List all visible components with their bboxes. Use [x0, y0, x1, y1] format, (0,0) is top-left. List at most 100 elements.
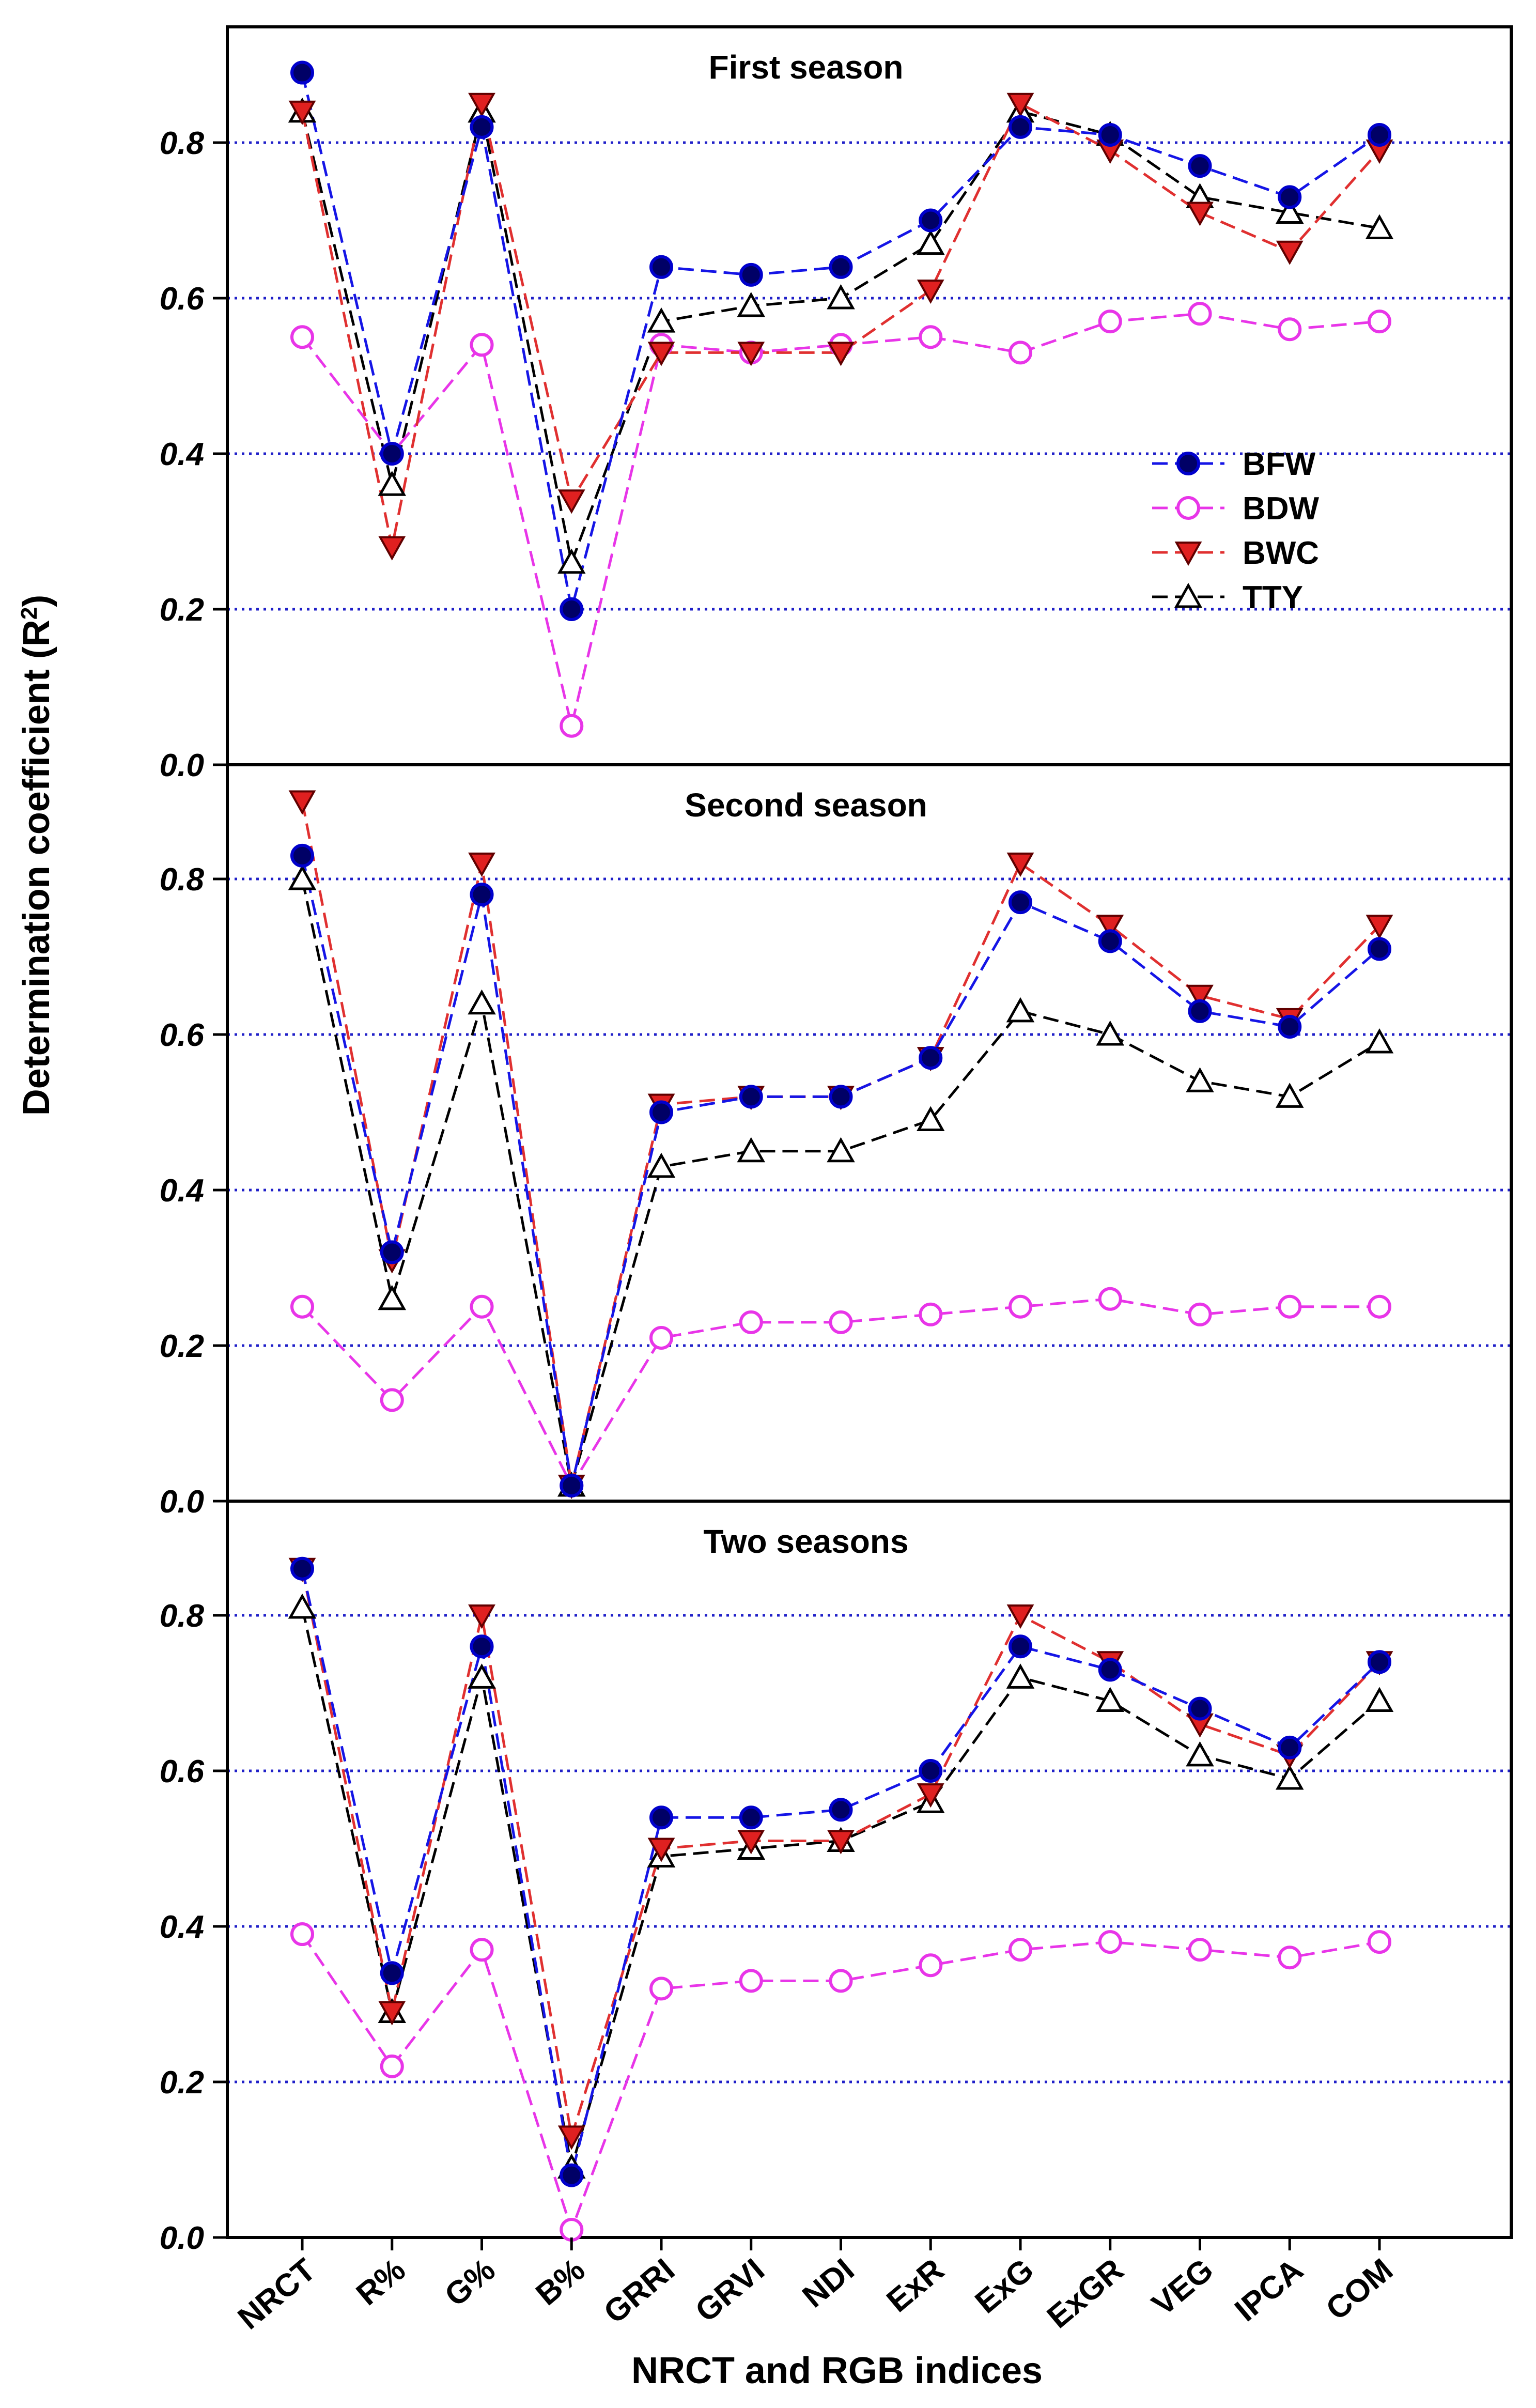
data-point-bdw [649, 1325, 673, 1350]
y-axis-title: Determination coefficient (R2) [16, 595, 57, 1116]
data-point-bfw [919, 1046, 943, 1070]
y-tick-label: 0.8 [160, 862, 205, 898]
data-point-tty [1275, 1764, 1304, 1790]
data-point-bdw [649, 1977, 673, 2001]
data-point-bfw [470, 883, 494, 907]
data-point-bwc [1006, 852, 1034, 877]
data-point-bfw [739, 1085, 763, 1109]
y-tick-label: 0.2 [160, 1329, 204, 1364]
data-point-bdw [470, 333, 494, 357]
data-point-bwc [827, 342, 855, 366]
data-point-bdw [1368, 1930, 1391, 1954]
data-point-bfw [919, 208, 943, 233]
data-point-tty [1096, 1687, 1125, 1712]
data-point-bwc [557, 489, 585, 514]
data-point-bfw [1188, 1696, 1212, 1721]
y-tick-label: 0.2 [160, 2065, 204, 2101]
y-axis-title-close: ) [16, 595, 57, 607]
y-tick-label: 0.6 [160, 1017, 205, 1053]
y-tick-label: 0.2 [160, 592, 204, 628]
data-point-bfw [919, 1759, 943, 1783]
data-point-bwc [1186, 984, 1214, 1009]
data-point-bfw [1009, 1634, 1032, 1659]
data-point-bwc [647, 1838, 675, 1862]
data-point-bfw [1278, 185, 1302, 209]
data-point-bdw [1009, 1294, 1032, 1319]
data-point-bdw [1098, 310, 1122, 334]
data-point-tty [378, 471, 407, 496]
data-point-bwc [1006, 1604, 1034, 1629]
data-point-tty [916, 229, 945, 255]
y-tick-label: 0.4 [160, 1173, 204, 1209]
data-point-bdw [1278, 1946, 1302, 1970]
legend-label-bfw: BFW [1243, 446, 1316, 482]
data-point-tty [288, 1593, 317, 1619]
legend-label-bdw: BDW [1243, 491, 1320, 527]
y-tick-label: 0.4 [160, 437, 204, 472]
panel-title: Two seasons [703, 1523, 908, 1560]
data-point-bwc [827, 1830, 855, 1855]
data-point-bfw [1188, 999, 1212, 1023]
data-point-bwc [1006, 92, 1034, 117]
data-point-tty [1186, 1741, 1214, 1767]
y-tick-label: 0.0 [160, 748, 204, 783]
data-point-bwc [378, 536, 406, 561]
data-point-bwc [647, 342, 675, 366]
y-tick-label: 0.6 [160, 281, 205, 317]
data-point-bfw [649, 255, 673, 279]
data-point-tty [1365, 214, 1394, 240]
data-point-bfw [1368, 1650, 1391, 1674]
data-point-tty [647, 307, 676, 333]
data-point-bwc [468, 852, 495, 877]
panel-3: 0.0 0.2 0.4 0.6 0.8 Two seasons [160, 1500, 1513, 2256]
legend-label-tty: TTY [1243, 580, 1303, 615]
data-point-tty [1006, 1663, 1035, 1689]
y-axis-title-sup: 2 [17, 607, 42, 620]
data-point-tty [378, 1285, 407, 1310]
data-point-tty [916, 1106, 945, 1132]
data-point-bdw [1188, 1302, 1212, 1326]
legend-marker-tty [1174, 582, 1203, 608]
data-point-bdw [919, 1953, 943, 1978]
y-tick-label: 0.8 [160, 1598, 205, 1634]
data-point-bdw [919, 1302, 943, 1326]
data-point-bfw [649, 1805, 673, 1830]
data-point-bfw [829, 255, 853, 279]
data-point-bwc [737, 342, 765, 366]
data-point-bdw [560, 714, 584, 738]
data-point-bwc [378, 2001, 406, 2026]
data-point-bwc [468, 1604, 495, 1629]
data-point-bfw [290, 843, 314, 868]
data-point-bfw [1009, 890, 1032, 915]
data-point-bdw [1188, 302, 1212, 326]
y-tick-label: 0.0 [160, 1484, 204, 1520]
panel-1: 0.0 0.2 0.4 0.6 0.8 First season [160, 25, 1513, 783]
data-point-bdw [1188, 1938, 1212, 1962]
data-point-bwc [1096, 915, 1124, 939]
data-point-bfw [560, 2163, 584, 2187]
data-point-bdw [1098, 1287, 1122, 1311]
legend-label-bwc: BWC [1243, 535, 1319, 571]
data-point-bdw [739, 1310, 763, 1334]
data-point-bfw [290, 60, 314, 85]
data-point-bdw [829, 1310, 853, 1334]
data-point-bdw [1368, 1294, 1391, 1319]
panel-frame [226, 1500, 1513, 2239]
data-point-bfw [380, 1961, 404, 1985]
data-point-bdw [380, 1388, 404, 1412]
data-point-bdw [739, 1969, 763, 1993]
data-point-bfw [1278, 1014, 1302, 1039]
data-point-tty [1096, 1020, 1125, 1046]
y-tick-label: 0.8 [160, 126, 205, 161]
data-point-tty [468, 989, 496, 1015]
data-point-bwc [1276, 240, 1304, 265]
data-point-tty [468, 1663, 496, 1689]
data-point-bwc [917, 279, 944, 304]
data-point-bwc [468, 92, 495, 117]
data-point-bfw [380, 442, 404, 466]
data-point-bdw [290, 325, 314, 349]
data-point-bwc [737, 1830, 765, 1855]
data-point-bwc [288, 790, 316, 815]
